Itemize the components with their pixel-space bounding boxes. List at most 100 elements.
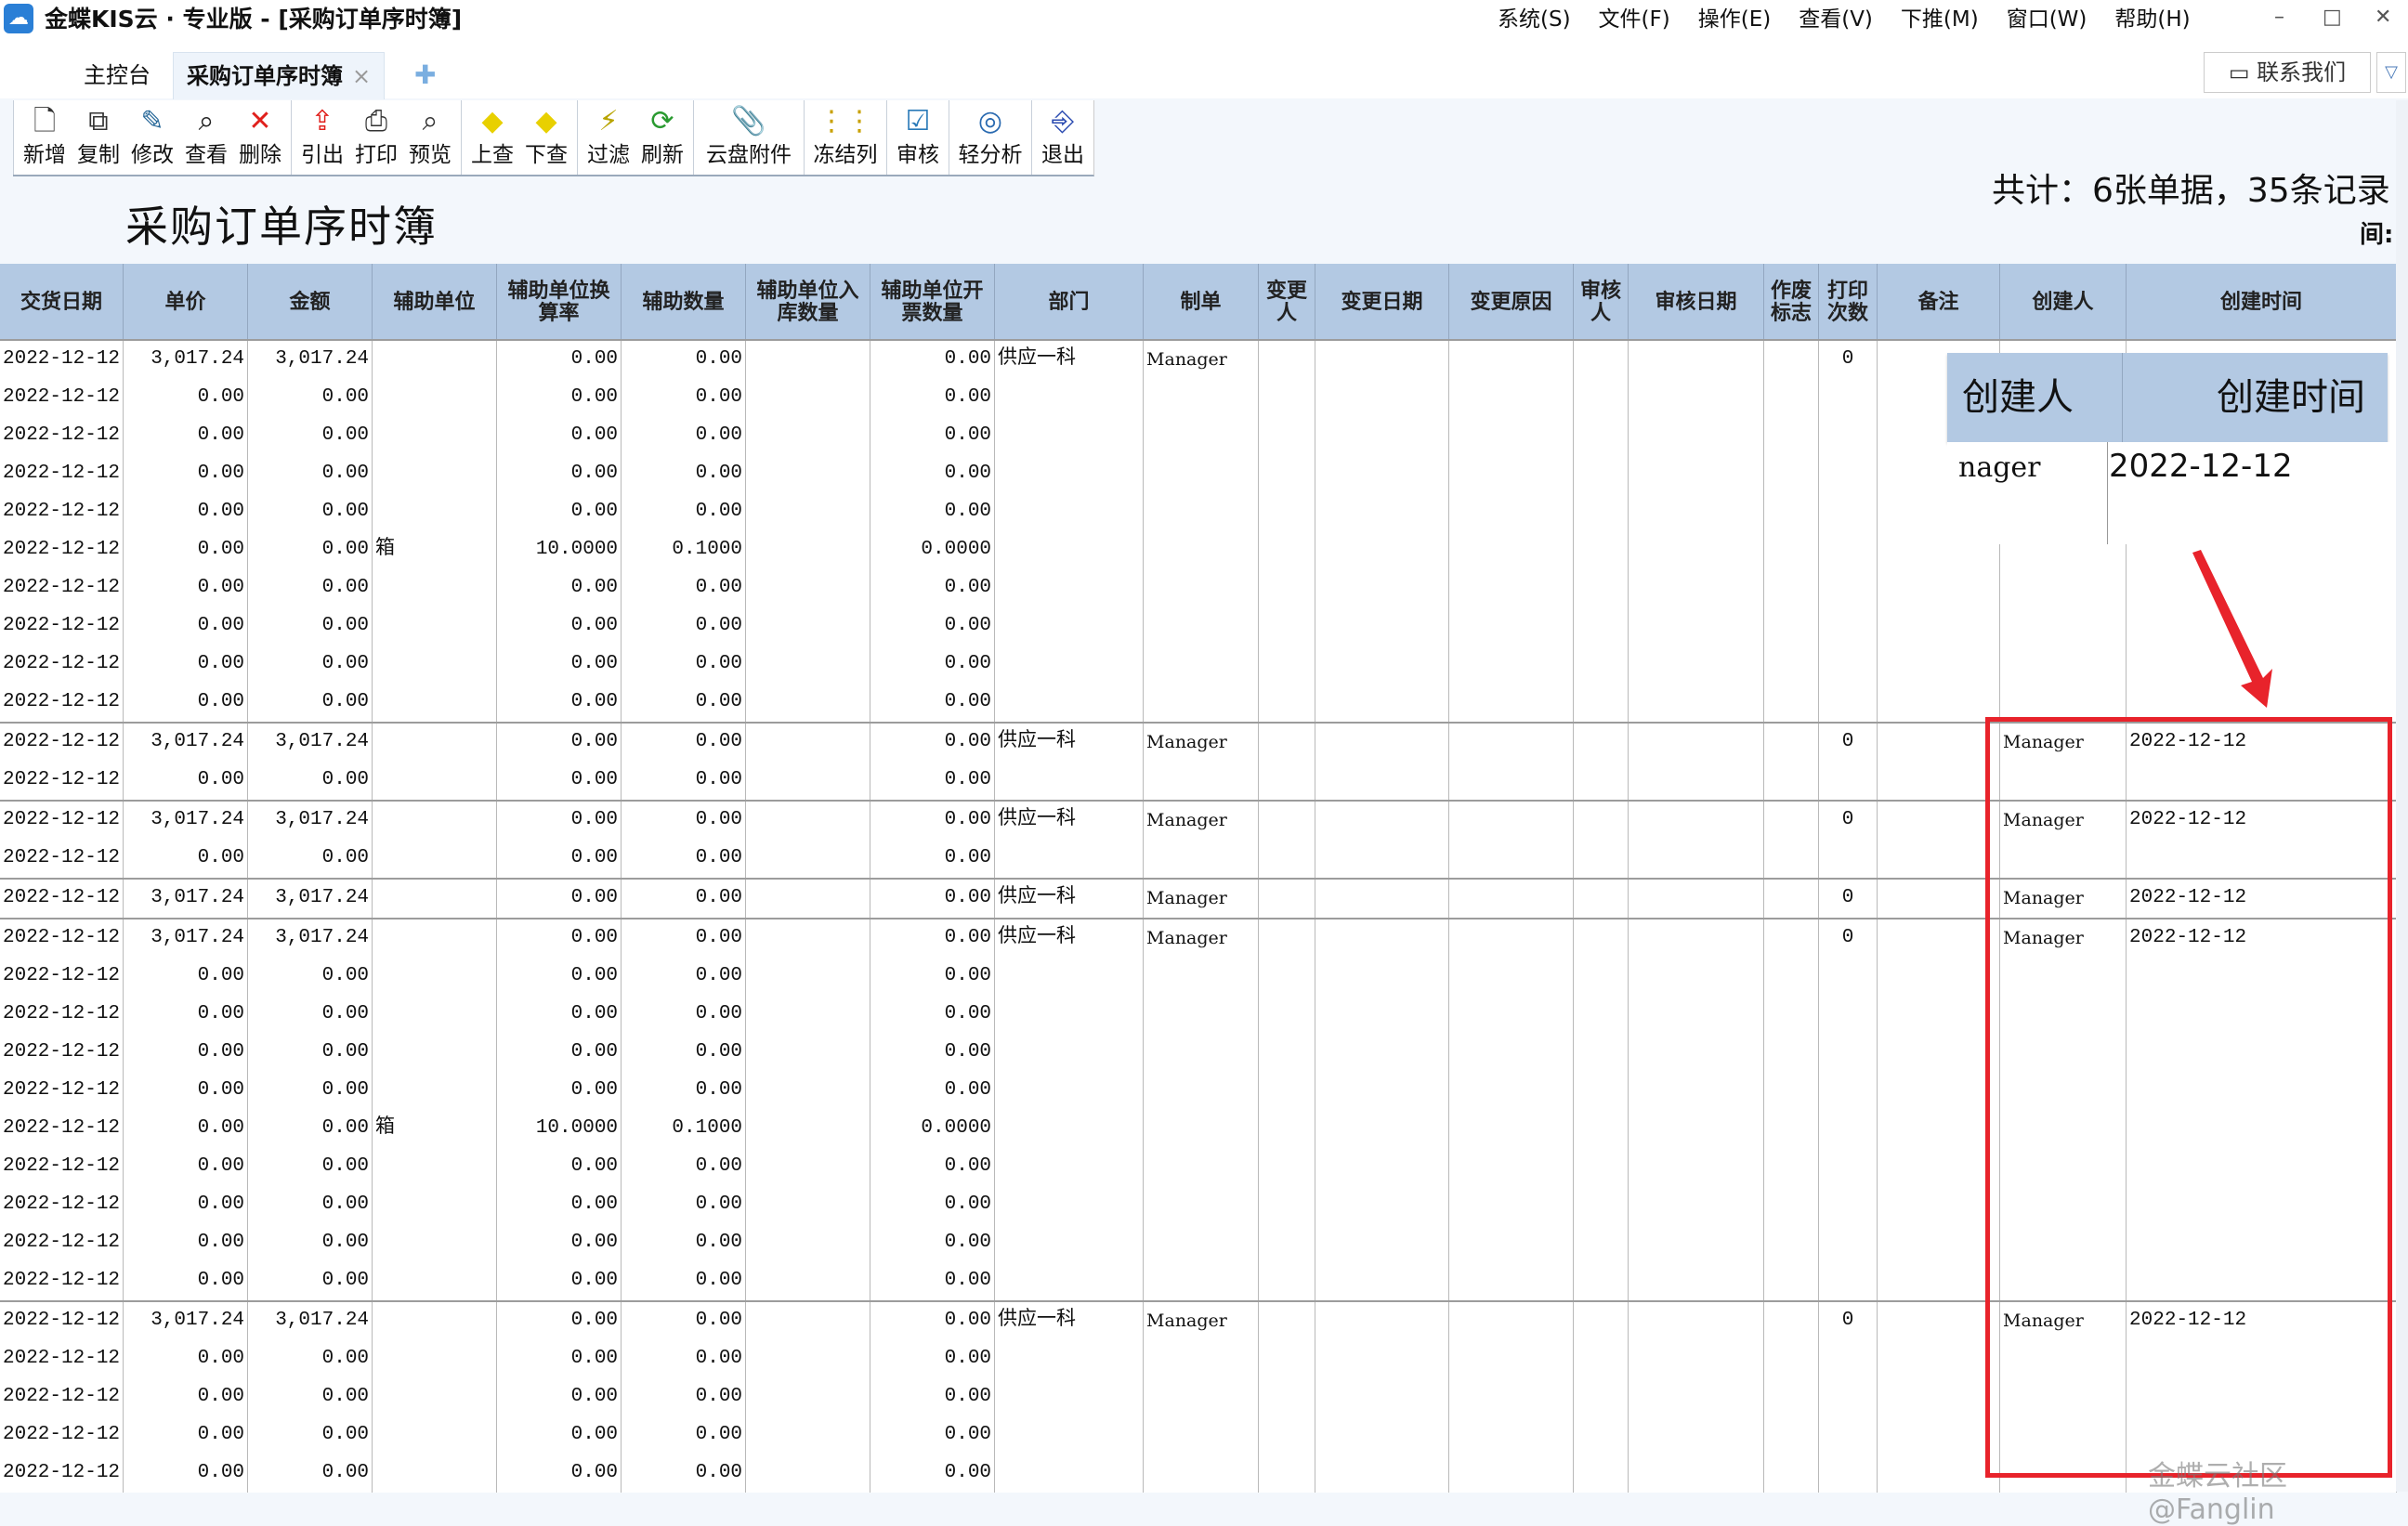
table-row[interactable]: 2022-12-12 0.00 0.00 0.00 0.00 0.00 xyxy=(0,1186,2398,1224)
close-window-button[interactable]: ✕ xyxy=(2375,6,2392,29)
toolbar-button-过滤[interactable]: ⚡ 过滤 xyxy=(582,100,635,175)
cell-变更日期 xyxy=(1315,455,1450,493)
table-row[interactable]: 2022-12-12 0.00 0.00 箱 10.0000 0.1000 0.0000 xyxy=(0,1110,2398,1148)
minimize-button[interactable]: – xyxy=(2274,6,2284,29)
column-header[interactable]: 单价 xyxy=(123,264,249,341)
cell-部门 xyxy=(994,1072,1145,1110)
menu-window[interactable]: 窗口(W) xyxy=(2006,7,2087,32)
column-header[interactable]: 变更人 xyxy=(1258,264,1316,341)
column-header[interactable]: 创建时间 xyxy=(2126,264,2398,341)
tab-main-console[interactable]: 主控台 xyxy=(84,62,150,88)
toolbar-button-刷新[interactable]: ⟳ 刷新 xyxy=(635,100,689,175)
column-header[interactable]: 创建人 xyxy=(1999,264,2127,341)
table-row[interactable]: 2022-12-12 0.00 0.00 0.00 0.00 0.00 xyxy=(0,1416,2398,1454)
column-header[interactable]: 审核日期 xyxy=(1628,264,1765,341)
table-row[interactable]: 2022-12-12 0.00 0.00 0.00 0.00 0.00 xyxy=(0,996,2398,1034)
table-row[interactable]: 2022-12-12 0.00 0.00 0.00 0.00 0.00 xyxy=(0,646,2398,684)
cell-交货日期: 2022-12-12 xyxy=(0,878,124,919)
column-header[interactable]: 部门 xyxy=(994,264,1145,341)
column-header[interactable]: 变更日期 xyxy=(1315,264,1450,341)
table-row[interactable]: 2022-12-12 3,017.24 3,017.24 0.00 0.00 0.00 供应… xyxy=(0,878,2398,919)
table-row[interactable]: 2022-12-12 0.00 0.00 0.00 0.00 0.00 xyxy=(0,1034,2398,1072)
maximize-button[interactable]: □ xyxy=(2323,6,2342,29)
table-row[interactable]: 2022-12-12 0.00 0.00 0.00 0.00 0.00 xyxy=(0,1262,2398,1301)
column-header[interactable]: 作废标志 xyxy=(1763,264,1820,341)
cell-打印次数 xyxy=(1818,1454,1878,1493)
tab-purchase-order-list[interactable]: 采购订单序时簿 × xyxy=(173,52,386,99)
menu-push-down[interactable]: 下推(M) xyxy=(1900,7,1979,32)
menu-file[interactable]: 文件(F) xyxy=(1598,7,1670,32)
table-row[interactable]: 2022-12-12 0.00 0.00 0.00 0.00 0.00 xyxy=(0,1224,2398,1262)
cell-审核人 xyxy=(1573,1378,1629,1416)
menu-view[interactable]: 查看(V) xyxy=(1799,7,1873,32)
table-row[interactable]: 2022-12-12 3,017.24 3,017.24 0.00 0.00 0.00 供应… xyxy=(0,800,2398,840)
toolbar-button-修改[interactable]: ✎ 修改 xyxy=(125,100,179,175)
cell-交货日期: 2022-12-12 xyxy=(0,1224,124,1262)
toolbar-button-引出[interactable]: ⇪ 引出 xyxy=(295,100,349,175)
table-row[interactable]: 2022-12-12 0.00 0.00 0.00 0.00 0.00 xyxy=(0,1072,2398,1110)
toolbar-button-上查[interactable]: ◆ 上查 xyxy=(465,100,519,175)
contact-us-button[interactable]: ▭ 联系我们 xyxy=(2204,52,2371,93)
table-row[interactable]: 2022-12-12 0.00 0.00 0.00 0.00 0.00 xyxy=(0,762,2398,801)
table-row[interactable]: 2022-12-12 0.00 0.00 0.00 0.00 0.00 xyxy=(0,684,2398,723)
cell-创建人 xyxy=(1999,646,2127,684)
menu-operate[interactable]: 操作(E) xyxy=(1697,7,1772,32)
toolbar-button-下查[interactable]: ◆ 下查 xyxy=(519,100,573,175)
table-row[interactable]: 2022-12-12 0.00 0.00 0.00 0.00 0.00 xyxy=(0,1378,2398,1416)
table-row[interactable]: 2022-12-12 3,017.24 3,017.24 0.00 0.00 0.00 供应… xyxy=(0,918,2398,958)
cell-辅助单位换算率: 0.00 xyxy=(496,379,622,417)
add-tab-icon[interactable]: ✚ xyxy=(414,59,437,90)
column-header[interactable]: 制单 xyxy=(1143,264,1260,341)
toolbar-button-查看[interactable]: ⌕ 查看 xyxy=(179,100,233,175)
vertical-scrollbar[interactable] xyxy=(2396,100,2408,1492)
table-row[interactable]: 2022-12-12 0.00 0.00 0.00 0.00 0.00 xyxy=(0,607,2398,646)
column-header[interactable]: 金额 xyxy=(247,264,373,341)
column-header[interactable]: 备注 xyxy=(1877,264,2001,341)
table-row[interactable]: 2022-12-12 3,017.24 3,017.24 0.00 0.00 0.00 供应… xyxy=(0,722,2398,762)
column-header[interactable]: 辅助单位入库数量 xyxy=(745,264,871,341)
table-row[interactable]: 2022-12-12 0.00 0.00 0.00 0.00 0.00 xyxy=(0,569,2398,607)
toolbar-button-轻分析[interactable]: ◎ 轻分析 xyxy=(953,100,1027,175)
toolbar-button-审核[interactable]: ☑ 审核 xyxy=(891,100,945,175)
toolbar-button-云盘附件[interactable]: 📎 云盘附件 xyxy=(698,100,800,175)
toolbar-button-新增[interactable]: 🗋 新增 xyxy=(18,100,72,175)
toolbar-button-冻结列[interactable]: ⋮⋮ 冻结列 xyxy=(808,100,883,175)
打印-icon: ⎙ xyxy=(365,105,387,137)
column-header[interactable]: 辅助数量 xyxy=(621,264,747,341)
column-header[interactable]: 辅助单位换算率 xyxy=(496,264,622,341)
cell-创建人: Manager xyxy=(1999,878,2127,919)
cell-辅助单位 xyxy=(372,996,498,1034)
toolbar-button-打印[interactable]: ⎙ 打印 xyxy=(349,100,403,175)
table-row[interactable]: 2022-12-12 0.00 0.00 0.00 0.00 0.00 xyxy=(0,1340,2398,1378)
table-row[interactable]: 2022-12-12 3,017.24 3,017.24 0.00 0.00 0.00 供应… xyxy=(0,339,2398,379)
cell-变更日期 xyxy=(1315,569,1450,607)
column-header[interactable]: 辅助单位开票数量 xyxy=(870,264,996,341)
column-header[interactable]: 变更原因 xyxy=(1448,264,1575,341)
toolbar-label: 引出 xyxy=(301,143,344,167)
table-row[interactable]: 2022-12-12 0.00 0.00 0.00 0.00 0.00 xyxy=(0,1148,2398,1186)
table-row[interactable]: 2022-12-12 0.00 0.00 0.00 0.00 0.00 xyxy=(0,958,2398,996)
table-row[interactable]: 2022-12-12 0.00 0.00 0.00 0.00 0.00 xyxy=(0,379,2398,417)
cell-部门 xyxy=(994,1148,1145,1186)
toolbar-button-退出[interactable]: ⎆ 退出 xyxy=(1036,100,1090,175)
close-tab-icon[interactable]: × xyxy=(352,63,372,89)
column-header[interactable]: 辅助单位 xyxy=(372,264,498,341)
chevron-down-icon[interactable]: ▽ xyxy=(2376,52,2406,93)
table-row[interactable]: 2022-12-12 3,017.24 3,017.24 0.00 0.00 0.00 供应… xyxy=(0,1300,2398,1340)
table-row[interactable]: 2022-12-12 0.00 0.00 0.00 0.00 0.00 xyxy=(0,1454,2398,1493)
toolbar-button-预览[interactable]: ⌕ 预览 xyxy=(403,100,457,175)
cell-变更人 xyxy=(1258,1148,1316,1186)
column-header[interactable]: 交货日期 xyxy=(0,264,124,341)
cell-辅助单位开票数量: 0.00 xyxy=(870,918,996,958)
toolbar-button-复制[interactable]: ⧉ 复制 xyxy=(72,100,125,175)
table-row[interactable]: 2022-12-12 0.00 0.00 0.00 0.00 0.00 xyxy=(0,840,2398,879)
menu-system[interactable]: 系统(S) xyxy=(1498,7,1571,32)
cell-辅助数量: 0.00 xyxy=(621,1416,747,1454)
menu-help[interactable]: 帮助(H) xyxy=(2114,7,2191,32)
cell-金额: 3,017.24 xyxy=(247,339,373,379)
cell-审核人 xyxy=(1573,1300,1629,1340)
column-header[interactable]: 审核人 xyxy=(1573,264,1629,341)
cell-辅助单位 xyxy=(372,1186,498,1224)
column-header[interactable]: 打印次数 xyxy=(1818,264,1878,341)
toolbar-button-删除[interactable]: ✕ 删除 xyxy=(233,100,287,175)
